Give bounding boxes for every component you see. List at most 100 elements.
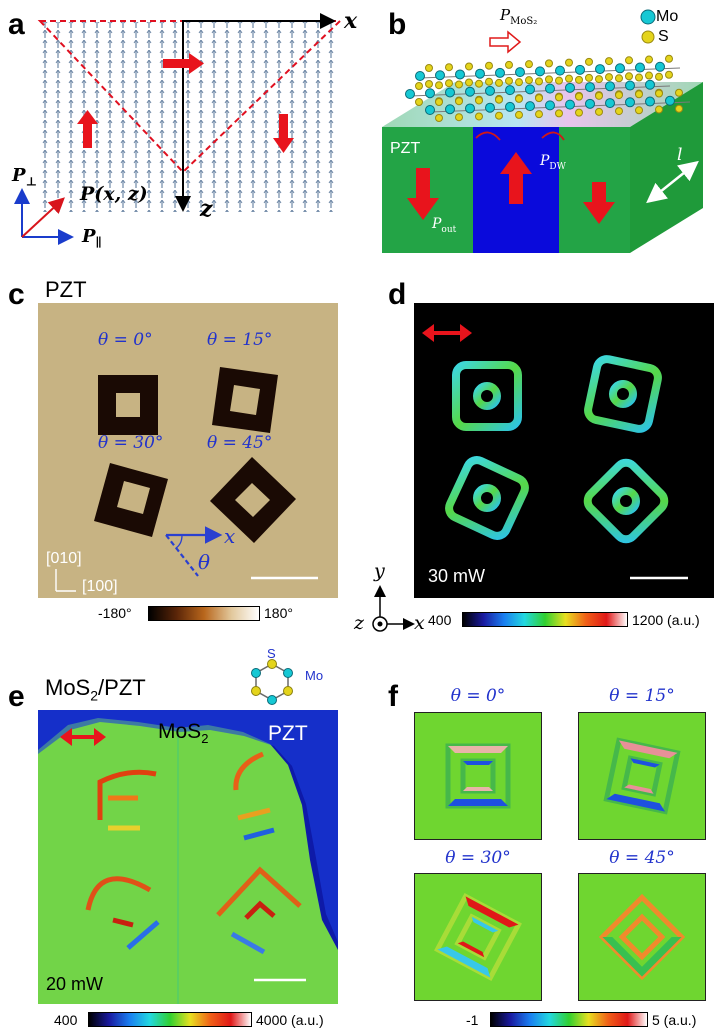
mo-atom	[535, 66, 545, 77]
panel-d-power: 30 mW	[428, 566, 486, 586]
mo-atom	[525, 84, 535, 95]
s-atom	[435, 98, 443, 106]
s-atom	[565, 58, 573, 67]
s-atom	[475, 79, 483, 88]
mo-atom	[545, 100, 555, 111]
s-atom	[565, 74, 573, 83]
mo-atom	[585, 98, 595, 109]
mo-atom	[445, 87, 455, 98]
s-atom	[615, 107, 623, 116]
mo-atom	[595, 64, 605, 75]
s-atom	[665, 70, 673, 79]
s-atom	[495, 111, 503, 120]
mo-atom	[505, 101, 515, 112]
s-atom	[655, 105, 663, 114]
panel-c-image	[38, 303, 338, 598]
panel-e-mos2-region: MoS2	[158, 720, 209, 747]
panel-c-theta45: θ = 45°	[207, 433, 273, 453]
panel-c-cbar-min: -180°	[98, 605, 132, 621]
mo-atom	[625, 80, 635, 91]
s-atom	[575, 108, 583, 117]
s-atom	[495, 95, 503, 104]
s-atom	[445, 63, 453, 72]
panel-f-label: f	[388, 680, 398, 713]
panel-c-dir-010: [010]	[46, 550, 82, 567]
s-atom	[535, 94, 543, 103]
panel-b-legend-s: S	[658, 28, 669, 45]
s-atom	[515, 94, 523, 103]
s-atom	[675, 104, 683, 113]
s-atom	[655, 89, 663, 98]
panel-c-title: PZT	[45, 277, 87, 302]
panel-d-z-label: z	[354, 612, 365, 634]
panel-e-pzt-region: PZT	[268, 722, 308, 745]
mo-atom	[665, 95, 675, 106]
panel-d-image	[414, 303, 714, 598]
panel-a-z-axis-label: z	[200, 196, 213, 222]
s-atom	[635, 90, 643, 99]
panel-d-y-label: y	[374, 560, 385, 582]
panel-d-coordinate-axes	[372, 585, 415, 632]
panel-d-x-label: x	[414, 612, 425, 634]
panel-a-x-axis-label: x	[344, 8, 358, 34]
panel-f-colorbar	[490, 1012, 648, 1027]
s-atom	[555, 93, 563, 102]
panel-c-theta0: θ = 0°	[98, 330, 153, 350]
s-atom	[525, 76, 533, 85]
s-atom	[625, 56, 633, 65]
s-atom	[515, 110, 523, 119]
panel-c-cbar-max: 180°	[264, 605, 293, 621]
panel-b-p-out-label: Pout	[432, 216, 457, 235]
mo-atom	[565, 99, 575, 110]
panel-b-legend-mo: Mo	[656, 8, 679, 25]
mo-atom	[605, 81, 615, 92]
panel-d-cbar-max: 1200 (a.u.)	[632, 612, 700, 628]
panel-b-p-dw-label: PDW	[540, 153, 566, 172]
mo-atom	[425, 105, 435, 115]
mo-atom	[555, 65, 565, 76]
panel-c-x-label: x	[224, 524, 236, 548]
panel-f-theta30: θ = 30°	[445, 848, 511, 868]
s-atom	[645, 71, 653, 80]
s-atom	[545, 75, 553, 84]
s-atom	[585, 57, 593, 66]
panel-b-length-label: l	[677, 145, 683, 165]
mo-atom	[525, 101, 535, 112]
mo-atom	[505, 85, 515, 96]
mo-atom	[645, 96, 655, 107]
s-atom	[595, 91, 603, 100]
panel-a-diagram	[14, 13, 343, 245]
mo-atom	[485, 102, 495, 113]
s-atom	[465, 62, 473, 71]
panel-f-theta45: θ = 45°	[609, 848, 675, 868]
mo-atom	[585, 82, 595, 93]
mo-atom	[615, 63, 625, 74]
s-atom	[545, 59, 553, 68]
s-atom	[435, 81, 443, 90]
panel-b-p-mos2-label: PMoS₂	[500, 6, 538, 27]
panel-a-p-par-label: P∥	[82, 226, 102, 250]
mo-atom	[415, 71, 425, 81]
mo-atom	[475, 68, 485, 79]
panel-f-cbar-min: -1	[466, 1012, 479, 1028]
panel-e-title: MoS2/PZT	[45, 675, 146, 704]
panel-b-pzt-label: PZT	[390, 140, 421, 157]
molecule-mo-label: Mo	[305, 668, 324, 683]
s-atom	[575, 92, 583, 101]
s-atom	[455, 80, 463, 89]
s-atom	[675, 88, 683, 97]
panel-e-colorbar	[88, 1012, 252, 1027]
s-atom	[535, 110, 543, 119]
panel-f-sim-30	[414, 873, 542, 1001]
panel-f-sim-45	[578, 873, 706, 1001]
mo-atom	[575, 64, 585, 75]
panel-f-theta15: θ = 15°	[609, 686, 675, 706]
s-atom	[665, 54, 673, 63]
panel-f-sim-15	[578, 712, 706, 840]
s-atom	[635, 73, 643, 82]
s-atom	[415, 98, 423, 106]
panel-c-theta-label: θ	[198, 550, 211, 574]
molecule-s-label: S	[267, 646, 276, 661]
s-atom	[655, 72, 663, 81]
panel-f-sim-0	[414, 712, 542, 840]
